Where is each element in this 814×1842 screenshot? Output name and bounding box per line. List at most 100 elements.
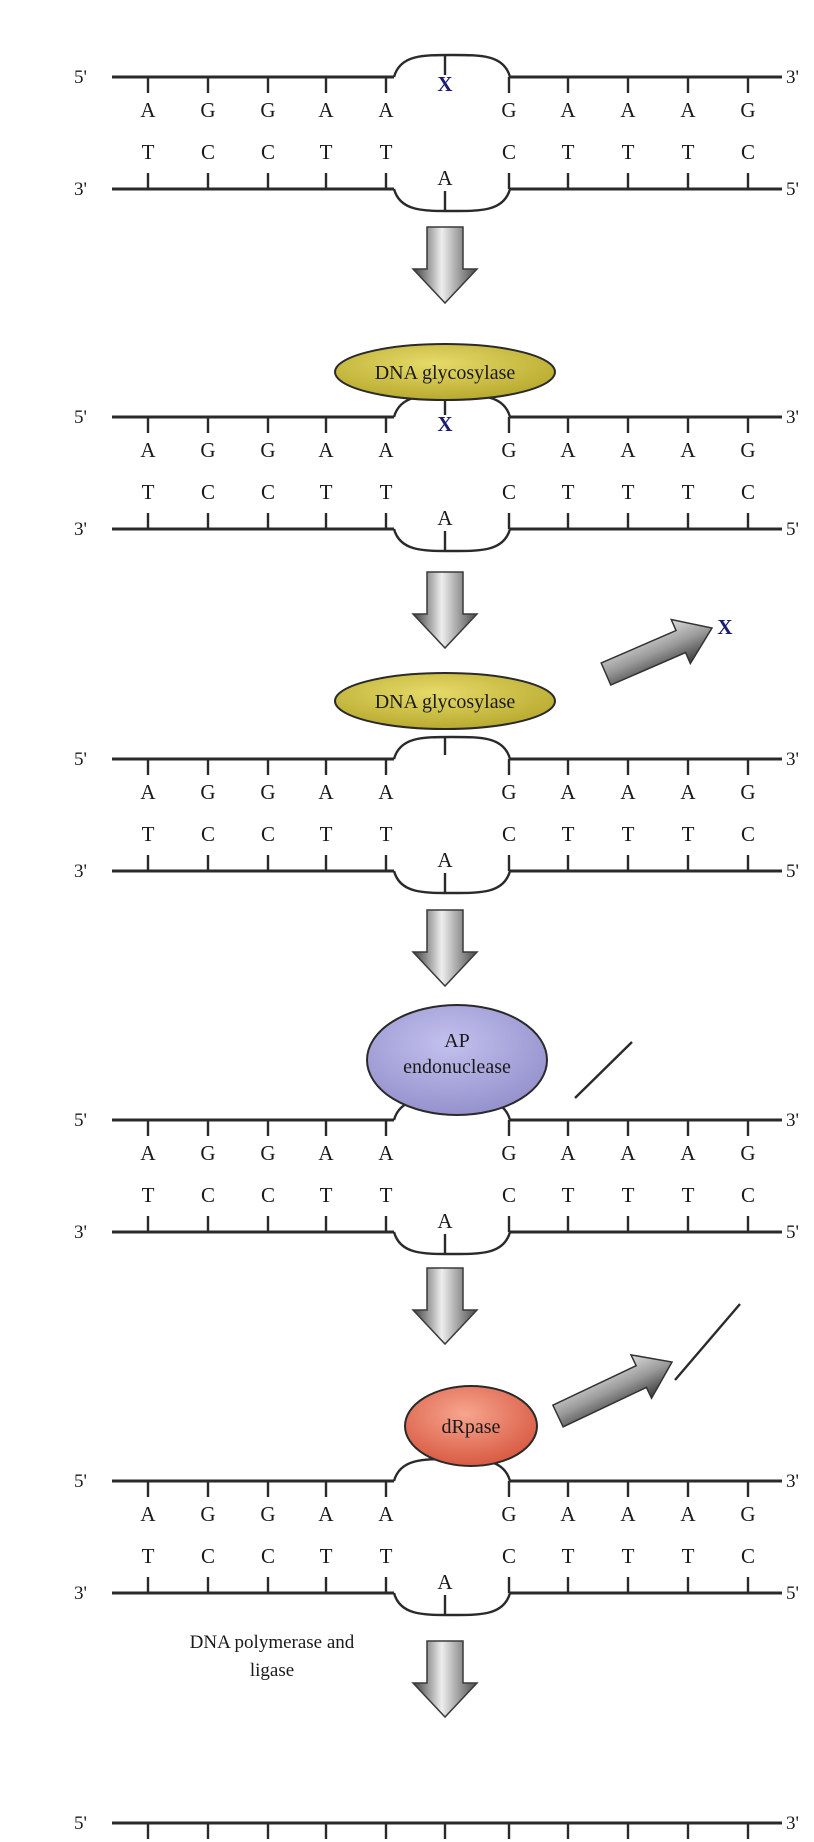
bottom-base: T: [320, 480, 333, 504]
three-prime-label: 3': [74, 1222, 87, 1243]
bottom-strand-bulge: [392, 1231, 512, 1256]
enzyme-label: DNA glycosylase: [375, 691, 516, 713]
release-arrow-base: [600, 618, 714, 686]
top-base: A: [318, 780, 334, 804]
bottom-base: T: [380, 1183, 393, 1207]
bottom-base: T: [320, 1544, 333, 1568]
bottom-base: T: [142, 1183, 155, 1207]
bottom-base: T: [142, 1544, 155, 1568]
top-base: A: [560, 1141, 576, 1165]
top-base: G: [740, 780, 755, 804]
bottom-base: T: [380, 822, 393, 846]
bottom-base: T: [142, 140, 155, 164]
bottom-base: T: [380, 140, 393, 164]
top-base: G: [200, 1141, 215, 1165]
release-arrow-base-shape: [600, 618, 714, 686]
five-prime-label: 5': [74, 1110, 87, 1131]
three-prime-label: 3': [74, 1583, 87, 1604]
bottom-base: C: [201, 1544, 215, 1568]
top-base: A: [620, 1502, 636, 1526]
top-base: A: [378, 780, 394, 804]
enzyme-label: dRpase: [442, 1416, 501, 1438]
bottom-base: C: [201, 140, 215, 164]
bottom-base: C: [502, 480, 516, 504]
bottom-base: C: [741, 140, 755, 164]
bottom-base: C: [201, 480, 215, 504]
three-prime-label: 3': [786, 1471, 799, 1492]
bottom-base: C: [201, 1183, 215, 1207]
top-base: A: [378, 98, 394, 122]
bottom-base: T: [320, 140, 333, 164]
bottom-base: T: [682, 822, 695, 846]
down-arrow-5: [411, 1640, 479, 1719]
bottom-base: T: [622, 822, 635, 846]
bottom-base: T: [320, 1183, 333, 1207]
top-base: G: [200, 1502, 215, 1526]
three-prime-label: 3': [786, 1110, 799, 1131]
ap-endonuclease-enzyme: [366, 1004, 548, 1116]
lesion-base: X: [437, 72, 452, 96]
top-base: A: [140, 438, 156, 462]
three-prime-label: 3': [786, 749, 799, 770]
bottom-base: A: [437, 166, 453, 190]
bottom-base: T: [142, 822, 155, 846]
bottom-strand-bulge: [392, 870, 512, 895]
bottom-base: T: [682, 140, 695, 164]
bottom-base: T: [380, 1544, 393, 1568]
repair-step-6: 5'3'3'5'ATGCGCATATTAGCATATATGC: [74, 1813, 799, 1839]
top-base: A: [560, 1502, 576, 1526]
top-base: G: [260, 438, 275, 462]
bottom-base: C: [261, 1544, 275, 1568]
bottom-base: C: [741, 1183, 755, 1207]
top-base: A: [140, 98, 156, 122]
bottom-base: A: [437, 506, 453, 530]
five-prime-label: 5': [786, 1583, 799, 1604]
top-base: A: [318, 98, 334, 122]
bottom-base: T: [142, 480, 155, 504]
bottom-base: T: [320, 822, 333, 846]
five-prime-label: 5': [74, 407, 87, 428]
top-base: A: [140, 1141, 156, 1165]
three-prime-label: 3': [74, 519, 87, 540]
bottom-base: T: [562, 140, 575, 164]
three-prime-label: 3': [786, 67, 799, 88]
top-base: G: [740, 1141, 755, 1165]
bottom-base: C: [201, 822, 215, 846]
top-base: A: [680, 1141, 696, 1165]
top-base: A: [680, 1502, 696, 1526]
three-prime-label: 3': [74, 861, 87, 882]
five-prime-label: 5': [74, 749, 87, 770]
bottom-base: T: [562, 1544, 575, 1568]
bottom-base: C: [502, 140, 516, 164]
top-base: A: [680, 438, 696, 462]
down-arrow-2: [411, 571, 479, 650]
released-sugar-fragment: [674, 1303, 741, 1381]
bottom-strand-bulge: [392, 528, 512, 553]
bottom-base: C: [741, 1544, 755, 1568]
five-prime-label: 5': [786, 179, 799, 200]
top-base: A: [318, 438, 334, 462]
top-base: A: [318, 1141, 334, 1165]
step-caption: DNA polymerase and: [190, 1632, 355, 1653]
top-base: G: [740, 438, 755, 462]
dna-glycosylase-enzyme: [334, 672, 556, 730]
top-base: A: [620, 98, 636, 122]
top-base: G: [200, 438, 215, 462]
enzyme-label: DNA glycosylase: [375, 362, 516, 384]
top-base: A: [620, 1141, 636, 1165]
bottom-base: C: [261, 822, 275, 846]
five-prime-label: 5': [74, 1471, 87, 1492]
top-base: A: [620, 780, 636, 804]
top-base: A: [560, 780, 576, 804]
five-prime-label: 5': [786, 1222, 799, 1243]
top-base: G: [501, 780, 516, 804]
bottom-base: C: [741, 822, 755, 846]
bottom-base: A: [437, 1209, 453, 1233]
bottom-base: T: [682, 1183, 695, 1207]
bottom-base: C: [502, 822, 516, 846]
top-base: A: [140, 780, 156, 804]
